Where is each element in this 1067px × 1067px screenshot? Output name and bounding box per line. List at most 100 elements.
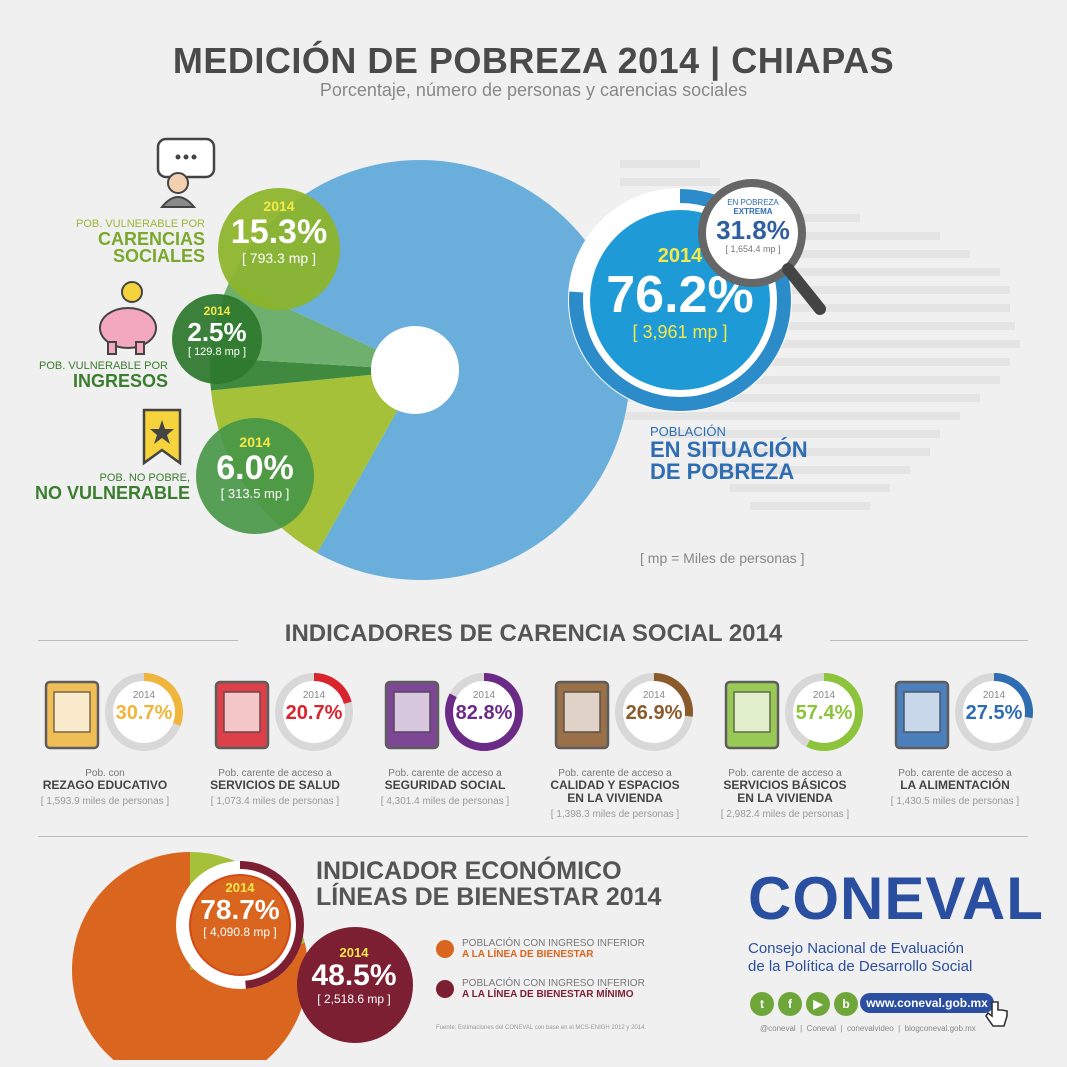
indicator-label: Pob. carente de acceso a SERVICIOS BÁSICO…	[700, 768, 870, 820]
brand-line-2: de la Política de Desarrollo Social	[748, 958, 973, 975]
legend-bienestar-small: POBLACIÓN CON INGRESO INFERIOR	[462, 938, 645, 949]
piggy-bank-icon	[99, 281, 157, 355]
economic-title-1: INDICADOR ECONÓMICO	[316, 857, 622, 885]
twitter-icon[interactable]: t	[750, 992, 774, 1016]
indicator-year: 2014	[132, 690, 156, 701]
website-link[interactable]: www.coneval.gob.mx	[860, 993, 994, 1013]
label-no-vulnerable-small: POB. NO POBRE,	[99, 472, 190, 484]
economic-title-2: LÍNEAS DE BIENESTAR 2014	[316, 883, 662, 911]
legend-bienestar-big: A LA LÍNEA DE BIENESTAR	[462, 949, 594, 960]
extrema-mp: [ 1,654.4 mp ]	[725, 244, 781, 254]
indicator-label: Pob. carente de acceso a SERVICIOS DE SAL…	[190, 768, 360, 807]
facebook-icon[interactable]: f	[778, 992, 802, 1016]
label-pobreza-big2: DE POBREZA	[650, 459, 795, 484]
legend-dot-minimo	[436, 980, 454, 998]
indicator-big-1: CALIDAD Y ESPACIOS	[550, 778, 680, 792]
indicator-big-1: SERVICIOS DE SALUD	[210, 778, 340, 792]
label-pobreza: POBLACIÓN EN SITUACIÓN DE POBREZA	[650, 424, 808, 483]
indicator-pct: 30.7%	[115, 702, 173, 724]
minimo-mp: [ 2,518.6 mp ]	[317, 992, 391, 1006]
indicator-small: Pob. con	[85, 768, 125, 779]
indicator-ring-1	[275, 673, 353, 751]
bienestar-mp: [ 4,090.8 mp ]	[203, 925, 277, 939]
pobreza-mp: [ 3,961 mp ]	[632, 322, 728, 342]
indicator-year: 2014	[302, 690, 326, 701]
label-carencias-small: POB. VULNERABLE POR	[76, 218, 205, 230]
indicator-year: 2014	[982, 690, 1006, 701]
indicator-ring-3	[615, 673, 693, 751]
cursor-hand-icon	[985, 1001, 1008, 1027]
indicator-small: Pob. carente de acceso a	[898, 768, 1012, 779]
indicator-small: Pob. carente de acceso a	[728, 768, 842, 779]
food-icon	[894, 680, 950, 750]
indicator-big-2: EN LA VIVIENDA	[737, 791, 833, 805]
indicator-pct: 82.8%	[455, 702, 513, 724]
ingresos-year: 2014	[203, 304, 231, 318]
pie-center-hole	[371, 326, 459, 414]
label-ingresos: POB. VULNERABLE POR INGRESOS	[20, 360, 168, 390]
label-ingresos-small: POB. VULNERABLE POR	[39, 360, 168, 372]
source-note: Fuente: Estimaciones del CONEVAL con bas…	[436, 1025, 647, 1031]
ingresos-pct: 2.5%	[187, 317, 247, 347]
circle-carencias: 2014 15.3% [ 793.3 mp ]	[218, 188, 340, 310]
separator-bottom	[38, 836, 1028, 837]
indicator-pct: 27.5%	[965, 702, 1023, 724]
extrema-pct: 31.8%	[716, 215, 790, 245]
page-subtitle: Porcentaje, número de personas y carenci…	[319, 80, 748, 100]
legend-minimo-small: POBLACIÓN CON INGRESO INFERIOR	[462, 978, 645, 989]
indicator-ring-2	[445, 673, 523, 751]
hand-person-icon	[384, 680, 440, 750]
indicator-year: 2014	[642, 690, 666, 701]
carencias-year: 2014	[263, 198, 295, 214]
indicator-pct: 26.9%	[625, 702, 683, 724]
water-bulb-icon	[724, 680, 780, 750]
extrema-values: EN POBREZA EXTREMA 31.8% [ 1,654.4 mp ]	[703, 198, 803, 254]
person-speech-icon	[156, 137, 216, 208]
economic-title: INDICADOR ECONÓMICO LÍNEAS DE BIENESTAR …	[316, 858, 661, 910]
indicator-year: 2014	[812, 690, 836, 701]
label-carencias: POB. VULNERABLE POR CARENCIAS SOCIALES	[40, 218, 205, 265]
indicator-big-1: REZAGO EDUCATIVO	[42, 778, 168, 792]
indicator-big-2: EN LA VIVIENDA	[567, 791, 663, 805]
minimo-ring	[176, 861, 304, 989]
indicator-big-1: SERVICIOS BÁSICOS	[723, 778, 847, 792]
indicator-pct: 20.7%	[285, 702, 343, 724]
indicators-title: INDICADORES DE CARENCIA SOCIAL 2014	[284, 620, 783, 647]
legend-dot-bienestar	[436, 940, 454, 958]
social-handles: @coneval | Coneval | conevalvideo | blog…	[760, 1024, 976, 1033]
indicator-people: [ 2,982.4 miles de personas ]	[720, 809, 850, 820]
indicator-people: [ 1,398.3 miles de personas ]	[550, 809, 680, 820]
legend-minimo-big: A LA LÍNEA DE BIENESTAR MÍNIMO	[462, 989, 634, 1000]
star-ribbon-icon	[142, 408, 182, 466]
indicator-small: Pob. carente de acceso a	[218, 768, 332, 779]
label-carencias-big1: CARENCIAS	[97, 229, 205, 249]
mp-note: [ mp = Miles de personas ]	[640, 550, 805, 566]
indicator-people: [ 4,301.4 miles de personas ]	[380, 796, 510, 807]
house-icon	[554, 680, 610, 750]
indicator-ring-5	[955, 673, 1033, 751]
ingresos-mp: [ 129.8 mp ]	[187, 346, 247, 358]
label-no-vulnerable: POB. NO POBRE, NO VULNERABLE	[10, 472, 190, 502]
youtube-icon[interactable]: ▶	[806, 992, 830, 1016]
blog-icon[interactable]: b	[834, 992, 858, 1016]
separator-left	[38, 640, 238, 641]
slice-ingresos	[209, 357, 420, 391]
minimo-pct: 48.5%	[311, 959, 397, 992]
no-vulnerable-year: 2014	[239, 434, 271, 450]
minimo-circle	[297, 927, 413, 1043]
circle-no-vulnerable: 2014 6.0% [ 313.5 mp ]	[196, 418, 314, 534]
coneval-logo: CONEVAL	[748, 865, 1044, 932]
slice-bienestar	[72, 852, 308, 1060]
pobreza-year: 2014	[657, 245, 703, 267]
indicator-big-1: LA ALIMENTACIÓN	[900, 778, 1010, 792]
circle-ingresos: 2014 2.5% [ 129.8 mp ]	[172, 294, 262, 384]
indicator-ring-0	[105, 673, 183, 751]
indicator-people: [ 1,593.9 miles de personas ]	[40, 796, 170, 807]
label-pobreza-small: POBLACIÓN	[650, 424, 726, 439]
carencias-mp: [ 793.3 mp ]	[242, 250, 316, 266]
indicator-label: Pob. carente de acceso a CALIDAD Y ESPACI…	[530, 768, 700, 820]
indicator-small: Pob. carente de acceso a	[558, 768, 672, 779]
indicator-people: [ 1,073.4 miles de personas ]	[210, 796, 340, 807]
page-title: MEDICIÓN DE POBREZA 2014 | CHIAPAS	[172, 40, 895, 81]
indicator-people: [ 1,430.5 miles de personas ]	[890, 796, 1020, 807]
